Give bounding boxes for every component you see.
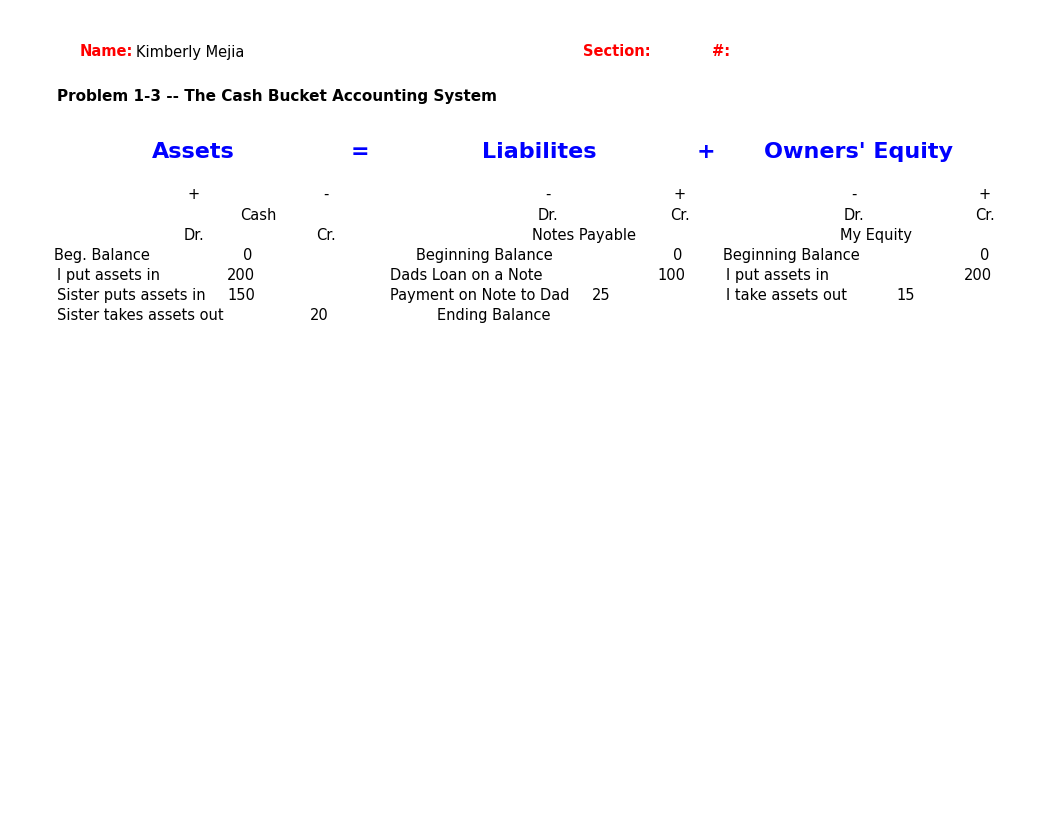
Text: I put assets in: I put assets in: [726, 267, 829, 283]
Text: Cash: Cash: [240, 207, 276, 223]
Text: 0: 0: [673, 247, 683, 262]
Text: +: +: [188, 187, 200, 201]
Text: Dr.: Dr.: [843, 207, 864, 223]
Text: =: =: [350, 142, 370, 162]
Text: Cr.: Cr.: [670, 207, 690, 223]
Text: Liabilites: Liabilites: [482, 142, 596, 162]
Text: Sister puts assets in: Sister puts assets in: [57, 288, 206, 302]
Text: Owners' Equity: Owners' Equity: [764, 142, 953, 162]
Text: Section:: Section:: [583, 44, 651, 59]
Text: +: +: [674, 187, 686, 201]
Text: 15: 15: [896, 288, 915, 302]
Text: Beginning Balance: Beginning Balance: [415, 247, 552, 262]
Text: 200: 200: [964, 267, 992, 283]
Text: Sister takes assets out: Sister takes assets out: [57, 307, 224, 322]
Text: Assets: Assets: [152, 142, 235, 162]
Text: Dr.: Dr.: [537, 207, 559, 223]
Text: +: +: [697, 142, 716, 162]
Text: #:: #:: [712, 44, 731, 59]
Text: 200: 200: [227, 267, 255, 283]
Text: 0: 0: [243, 247, 253, 262]
Text: Ending Balance: Ending Balance: [438, 307, 551, 322]
Text: Beginning Balance: Beginning Balance: [722, 247, 859, 262]
Text: -: -: [852, 187, 857, 201]
Text: Notes Payable: Notes Payable: [532, 228, 636, 242]
Text: -: -: [323, 187, 328, 201]
Text: Kimberly Mejia: Kimberly Mejia: [136, 44, 244, 59]
Text: Name:: Name:: [80, 44, 133, 59]
Text: My Equity: My Equity: [840, 228, 912, 242]
Text: I put assets in: I put assets in: [57, 267, 160, 283]
Text: Dr.: Dr.: [184, 228, 204, 242]
Text: 100: 100: [657, 267, 685, 283]
Text: -: -: [545, 187, 551, 201]
Text: 20: 20: [310, 307, 328, 322]
Text: Problem 1-3 -- The Cash Bucket Accounting System: Problem 1-3 -- The Cash Bucket Accountin…: [57, 89, 497, 104]
Text: Beg. Balance: Beg. Balance: [54, 247, 150, 262]
Text: Payment on Note to Dad: Payment on Note to Dad: [390, 288, 569, 302]
Text: Dads Loan on a Note: Dads Loan on a Note: [390, 267, 543, 283]
Text: 0: 0: [980, 247, 990, 262]
Text: Cr.: Cr.: [975, 207, 995, 223]
Text: I take assets out: I take assets out: [726, 288, 847, 302]
Text: 25: 25: [592, 288, 611, 302]
Text: 150: 150: [227, 288, 255, 302]
Text: Cr.: Cr.: [316, 228, 336, 242]
Text: +: +: [979, 187, 991, 201]
